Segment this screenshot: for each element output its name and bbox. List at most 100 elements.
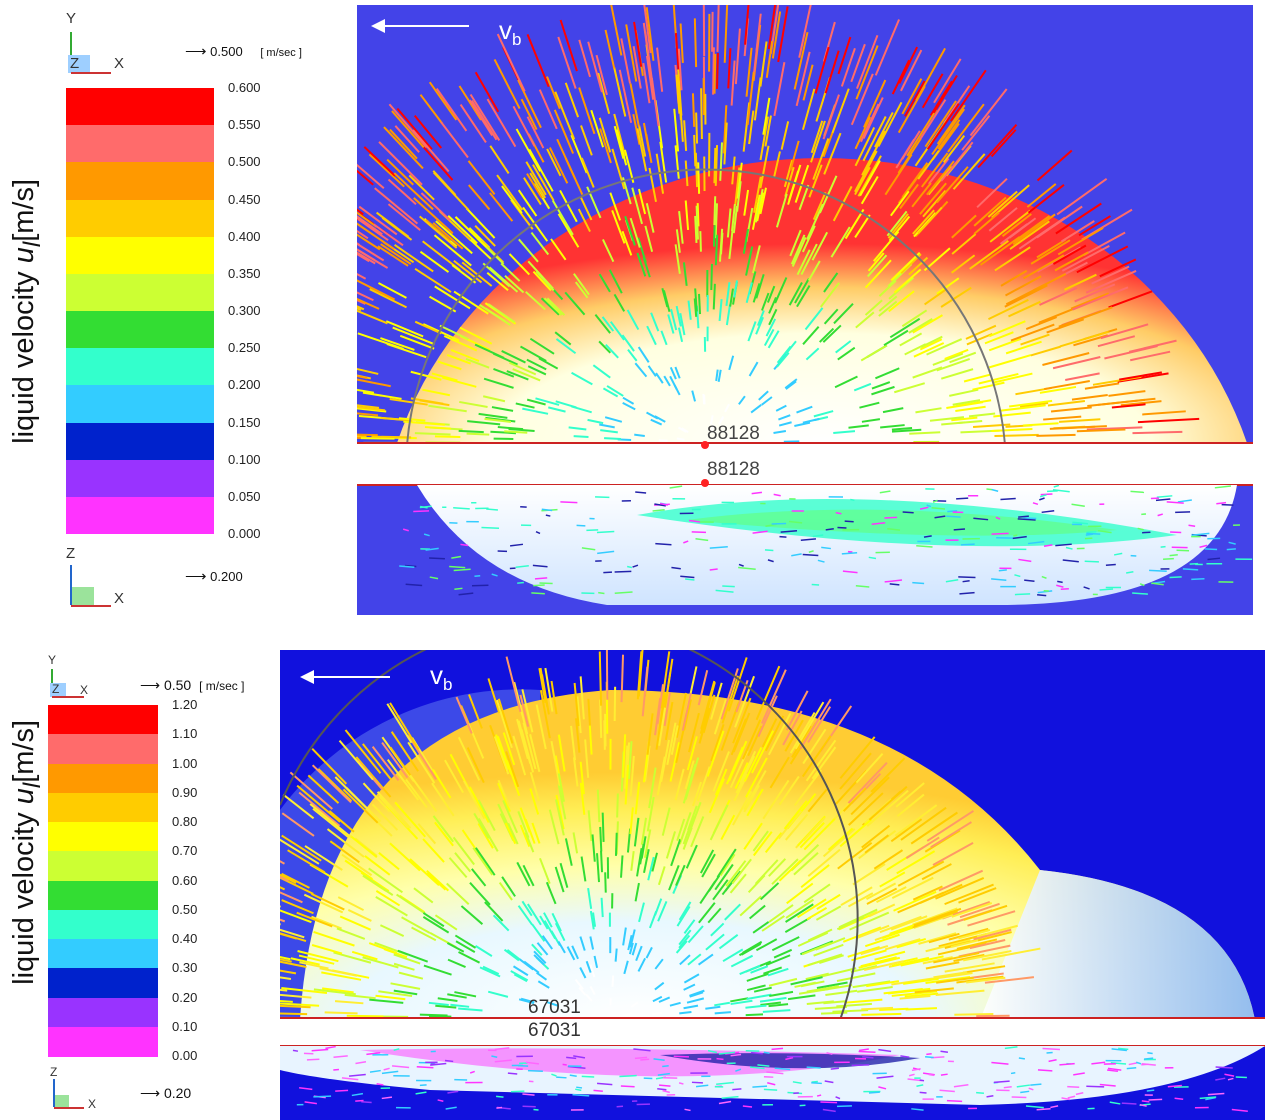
velocity-vector <box>635 491 647 494</box>
velocity-vector <box>774 277 788 304</box>
velocity-vector <box>375 994 406 1001</box>
velocity-vector <box>469 882 491 906</box>
velocity-vector <box>801 942 832 956</box>
velocity-vector <box>742 940 763 954</box>
velocity-vector <box>413 887 434 904</box>
velocity-vector <box>973 211 1000 235</box>
velocity-vector <box>630 850 635 871</box>
velocity-vector <box>850 43 866 83</box>
velocity-vector <box>627 741 633 780</box>
velocity-vector <box>863 79 887 128</box>
velocity-vector <box>650 312 660 332</box>
velocity-vector <box>533 950 547 964</box>
velocity-vector <box>501 350 526 364</box>
velocity-vector <box>341 853 373 877</box>
velocity-vector <box>669 375 678 390</box>
colorbar-swatch <box>48 705 158 735</box>
velocity-vector <box>802 728 827 765</box>
velocity-vector <box>590 109 605 148</box>
velocity-vector <box>419 1013 448 1017</box>
velocity-vector <box>597 72 611 114</box>
velocity-vector <box>794 421 811 427</box>
velocity-vector <box>919 883 963 904</box>
velocity-vector <box>357 434 367 438</box>
colorbar-swatch <box>48 968 158 998</box>
velocity-vector <box>280 969 297 975</box>
velocity-vector <box>794 164 810 203</box>
velocity-vector <box>281 812 315 837</box>
velocity-vector <box>687 300 692 320</box>
velocity-vector <box>669 366 677 380</box>
velocity-vector <box>409 774 438 813</box>
velocity-vector <box>920 335 943 349</box>
velocity-vector <box>423 533 430 537</box>
velocity-vector <box>546 76 561 110</box>
velocity-vector <box>788 282 803 306</box>
velocity-vector <box>784 378 798 389</box>
velocity-vector <box>718 1051 736 1055</box>
velocity-vector <box>613 113 627 157</box>
velocity-vector <box>1014 574 1021 578</box>
velocity-vector <box>702 694 716 734</box>
velocity-vector <box>557 734 566 772</box>
velocity-vector <box>632 46 642 89</box>
velocity-vector <box>890 251 921 282</box>
velocity-vector <box>775 193 788 228</box>
velocity-vector <box>637 957 646 972</box>
velocity-vector <box>1121 1102 1137 1105</box>
velocity-vector <box>516 861 531 887</box>
velocity-vector <box>891 876 934 899</box>
velocity-vector <box>565 1011 576 1015</box>
velocity-vector <box>453 259 483 284</box>
velocity-vector <box>1072 286 1129 311</box>
velocity-vector <box>374 187 419 225</box>
velocity-vector <box>1067 1085 1080 1088</box>
velocity-vector <box>718 228 724 262</box>
velocity-vector <box>304 845 343 871</box>
velocity-vector <box>773 61 786 117</box>
velocity-vector <box>600 429 618 434</box>
colorbar-tick-label: 1.20 <box>172 697 198 712</box>
velocity-vector <box>458 429 484 434</box>
velocity-vector <box>697 162 701 194</box>
velocity-vector <box>679 954 691 966</box>
velocity-vector <box>519 807 531 833</box>
velocity-vector <box>357 388 375 394</box>
velocity-vector <box>707 1049 717 1054</box>
velocity-vector <box>789 140 800 171</box>
velocity-vector <box>1032 502 1039 506</box>
velocity-vector <box>987 190 1018 218</box>
velocity-vector <box>470 100 498 141</box>
velocity-vector <box>527 1069 543 1072</box>
reference-arc <box>406 168 1006 446</box>
velocity-vector <box>908 1073 915 1077</box>
velocity-vector <box>413 197 454 235</box>
velocity-vector <box>546 1001 559 1007</box>
velocity-vector <box>802 817 826 842</box>
velocity-vector <box>763 966 783 975</box>
velocity-vector <box>991 488 999 492</box>
velocity-vector <box>926 160 955 196</box>
velocity-vector <box>564 157 584 195</box>
colorbar-tick-label: 0.70 <box>172 843 198 859</box>
velocity-vector <box>761 718 778 748</box>
colorbar-title: liquid velocity ul[m/s] <box>8 719 46 985</box>
velocity-vector <box>613 293 626 312</box>
velocity-vector <box>467 160 496 195</box>
velocity-vector <box>785 380 797 390</box>
velocity-vector <box>743 189 750 216</box>
velocity-vector <box>555 400 577 409</box>
velocity-vector <box>978 372 1019 385</box>
velocity-vector <box>526 34 550 88</box>
velocity-vector <box>730 60 736 106</box>
velocity-vector <box>878 280 897 297</box>
velocity-vector <box>1039 494 1047 498</box>
velocity-vector <box>620 38 632 84</box>
velocity-vector <box>1060 587 1069 591</box>
velocity-vector <box>663 692 671 727</box>
velocity-vector <box>929 416 965 422</box>
velocity-vector <box>802 64 814 101</box>
velocity-vector <box>1108 290 1153 309</box>
velocity-vector <box>599 826 603 852</box>
velocity-vector <box>646 713 654 755</box>
